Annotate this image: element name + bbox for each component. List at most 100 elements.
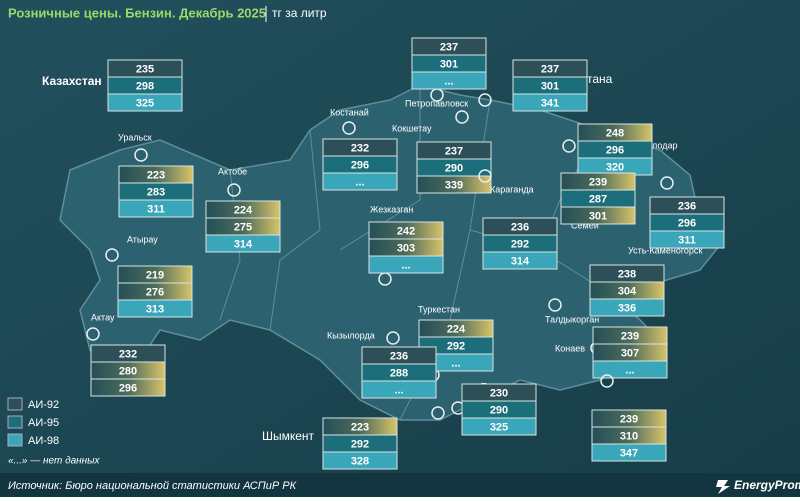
region-label: Жезказган bbox=[370, 204, 413, 214]
price-cell bbox=[368, 255, 444, 274]
price-value: 313 bbox=[146, 303, 164, 315]
city-marker bbox=[600, 374, 614, 388]
price-value: 287 bbox=[589, 193, 607, 205]
price-cell bbox=[117, 299, 193, 318]
price-value: ... bbox=[444, 75, 453, 87]
region-label: Талдыкорган bbox=[545, 314, 599, 324]
price-value: 239 bbox=[621, 330, 639, 342]
price-value: 311 bbox=[147, 203, 165, 215]
price-cell bbox=[90, 378, 166, 397]
region-label: Павлодар bbox=[636, 140, 677, 150]
city-marker bbox=[342, 121, 356, 135]
city-marker bbox=[86, 327, 100, 341]
legend-label: АИ-92 bbox=[28, 399, 59, 411]
legend-label: АИ-98 bbox=[28, 435, 59, 447]
price-cell bbox=[482, 251, 558, 270]
price-value: 276 bbox=[146, 286, 164, 298]
price-value: 239 bbox=[589, 176, 607, 188]
price-value: 311 bbox=[678, 234, 696, 246]
price-value: 304 bbox=[618, 285, 637, 297]
price-value: 232 bbox=[119, 348, 137, 360]
price-value: 320 bbox=[606, 161, 624, 173]
region-label: Кызылорда bbox=[327, 330, 375, 340]
price-value: 328 bbox=[351, 455, 369, 467]
price-value: ... bbox=[394, 384, 403, 396]
city-marker bbox=[478, 169, 492, 183]
title: Розничные цены. Бензин. Декабрь 2025 bbox=[8, 5, 266, 20]
city-marker bbox=[455, 110, 469, 124]
region-label: Караганда bbox=[490, 184, 534, 194]
price-value: 298 bbox=[136, 80, 154, 92]
price-value: 232 bbox=[351, 142, 369, 154]
price-value: 292 bbox=[351, 438, 369, 450]
price-value: 301 bbox=[589, 210, 607, 222]
legend-note: «...» — нет данных bbox=[8, 456, 101, 467]
price-value: 224 bbox=[234, 204, 253, 216]
price-value: 238 bbox=[618, 268, 636, 280]
price-cell bbox=[649, 230, 725, 249]
price-value: 336 bbox=[618, 302, 636, 314]
price-value: 307 bbox=[621, 347, 639, 359]
price-cell bbox=[361, 380, 437, 399]
price-cell bbox=[118, 199, 194, 218]
price-value: 237 bbox=[445, 145, 463, 157]
footer-bar bbox=[0, 473, 800, 497]
city-marker bbox=[105, 248, 119, 262]
price-value: 325 bbox=[136, 97, 154, 109]
price-value: 275 bbox=[234, 221, 252, 233]
price-value: 237 bbox=[440, 41, 458, 53]
price-cell bbox=[461, 417, 537, 436]
price-value: 296 bbox=[351, 159, 369, 171]
price-cell bbox=[589, 298, 665, 317]
price-value: ... bbox=[451, 357, 460, 369]
city-marker bbox=[548, 298, 562, 312]
brand-logo bbox=[716, 480, 730, 494]
legend: АИ-92 АИ-95 АИ-98 «...» — нет данных bbox=[7, 397, 101, 467]
legend-swatch bbox=[7, 397, 23, 411]
brand: EnergyProm bbox=[734, 478, 800, 492]
legend-label: АИ-95 bbox=[28, 417, 59, 429]
source: Источник: Бюро национальной статистики А… bbox=[8, 480, 297, 492]
city-marker bbox=[660, 176, 674, 190]
price-value: 296 bbox=[678, 217, 696, 229]
unit: тг за литр bbox=[272, 6, 327, 20]
price-cell bbox=[411, 71, 487, 90]
price-cell bbox=[592, 360, 668, 379]
price-value: 314 bbox=[511, 255, 530, 267]
price-value: 236 bbox=[678, 200, 696, 212]
price-value: 230 bbox=[490, 387, 508, 399]
price-value: 303 bbox=[397, 242, 415, 254]
city-marker bbox=[227, 183, 241, 197]
region-label: Шымкент bbox=[262, 429, 315, 443]
price-value: 292 bbox=[511, 238, 529, 250]
region-label: Усть-Каменогорск bbox=[628, 245, 702, 255]
legend-swatch bbox=[7, 415, 23, 429]
price-value: 288 bbox=[390, 367, 408, 379]
price-value: 301 bbox=[541, 80, 559, 92]
city-marker bbox=[562, 139, 576, 153]
regions: Казахстан 235 298 325 Петропавловск 237 301...… bbox=[42, 37, 725, 470]
price-value: 235 bbox=[136, 63, 154, 75]
price-value: ... bbox=[625, 364, 634, 376]
region-label: Актау bbox=[91, 312, 115, 322]
region-label: Туркестан bbox=[418, 304, 460, 314]
price-value: 310 bbox=[620, 430, 638, 442]
region-label: Кокшетау bbox=[392, 123, 432, 133]
price-value: 325 bbox=[490, 421, 508, 433]
price-cell bbox=[205, 234, 281, 253]
region-label: Конаев bbox=[555, 343, 585, 353]
legend-swatch bbox=[7, 433, 23, 447]
price-value: 237 bbox=[541, 63, 559, 75]
price-cell bbox=[416, 175, 492, 194]
price-value: 223 bbox=[147, 169, 165, 181]
city-marker bbox=[134, 148, 148, 162]
price-cell bbox=[591, 443, 667, 462]
region-label: Актобе bbox=[218, 166, 247, 176]
region-label: Уральск bbox=[118, 132, 152, 142]
price-value: 347 bbox=[620, 447, 638, 459]
price-value: 296 bbox=[606, 144, 624, 156]
region-label: Костанай bbox=[330, 107, 369, 117]
price-value: 219 bbox=[146, 269, 164, 281]
price-value: ... bbox=[355, 176, 364, 188]
